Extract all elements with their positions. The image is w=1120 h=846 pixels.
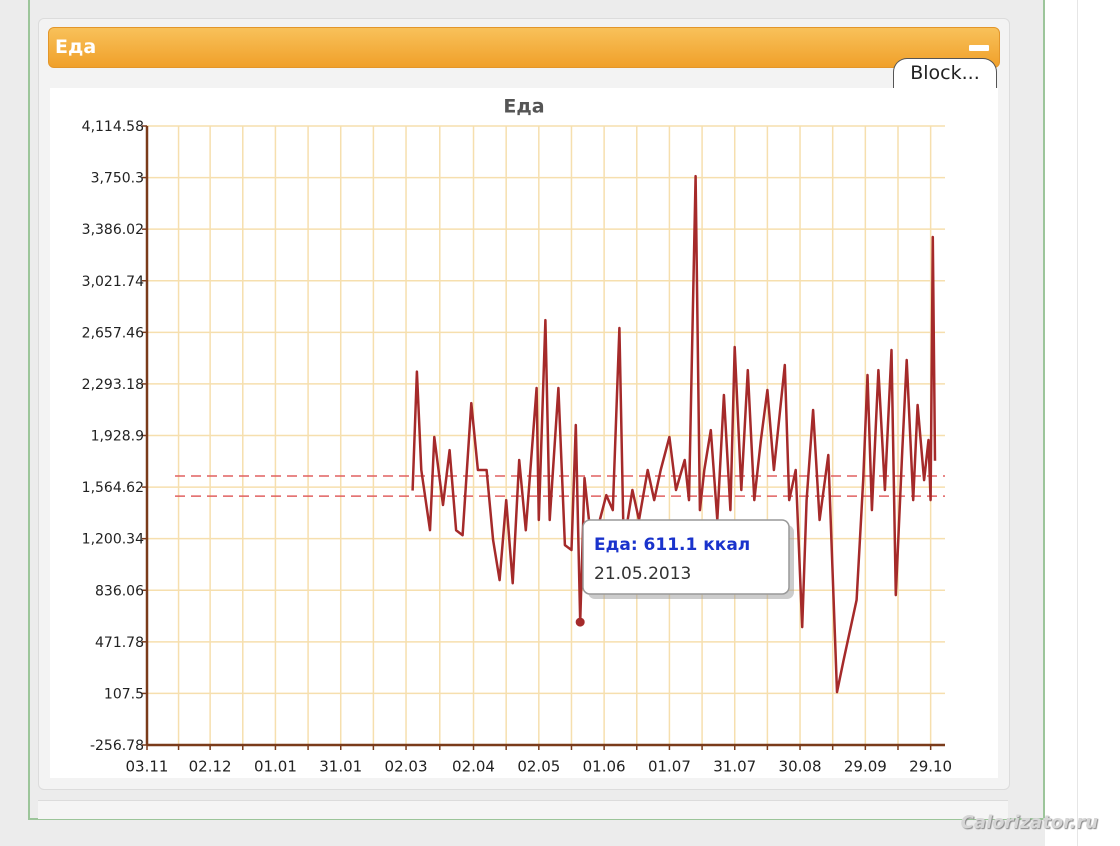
line-series <box>411 174 937 694</box>
y-tick-label: 1,564.62 <box>82 480 144 496</box>
divider <box>1077 0 1078 846</box>
x-tick-label: 02.12 <box>189 758 232 776</box>
tooltip-value: 611.1 <box>644 535 698 555</box>
x-tick-label: 02.05 <box>517 758 560 776</box>
border <box>1043 0 1045 820</box>
tooltip-box <box>582 519 790 595</box>
border <box>28 0 30 820</box>
widget-header: Еда <box>48 27 1000 68</box>
collapse-button[interactable] <box>969 45 989 51</box>
tooltip-date: 21.05.2013 <box>594 564 691 584</box>
y-tick-label: 471.78 <box>95 635 144 651</box>
widget-title: Еда <box>55 36 97 58</box>
x-tick-label: 02.03 <box>385 758 428 776</box>
tooltip-label: Еда: <box>594 535 638 555</box>
tooltip-unit: ккал <box>703 535 750 555</box>
highlight-point <box>575 617 585 627</box>
x-tick-label: 29.10 <box>909 758 952 776</box>
y-tick-label: 3,021.74 <box>82 274 144 290</box>
x-tick-label: 29.09 <box>844 758 887 776</box>
next-widget <box>38 800 1008 819</box>
y-tick-label: 836.06 <box>95 583 144 599</box>
x-tick-label: 31.07 <box>713 758 756 776</box>
x-tick-label: 31.01 <box>319 758 362 776</box>
block-tab[interactable]: Block... <box>893 58 997 88</box>
y-tick-label: 1,928.9 <box>91 429 144 445</box>
y-tick-label: 2,657.46 <box>82 325 144 341</box>
x-tick-label: 02.04 <box>452 758 495 776</box>
border <box>28 818 1045 820</box>
tooltip: Еда: 611.1 ккал 21.05.2013 <box>582 519 794 599</box>
y-tick-label: 107.5 <box>104 686 144 702</box>
x-tick-label: 01.01 <box>254 758 297 776</box>
y-tick-label: 4,114.58 <box>82 119 144 135</box>
y-tick-label: 2,293.18 <box>82 377 144 393</box>
x-tick-label: 03.11 <box>126 758 169 776</box>
tooltip-title: Еда: 611.1 ккал <box>594 535 750 555</box>
x-tick-label: 01.07 <box>648 758 691 776</box>
y-tick-label: -256.78 <box>90 738 144 754</box>
x-tick-label: 01.06 <box>583 758 626 776</box>
y-tick-label: 3,750.3 <box>91 171 144 187</box>
y-tick-label: 3,386.02 <box>82 222 144 238</box>
chart-background <box>50 88 998 778</box>
chart-title: Еда <box>503 96 544 118</box>
x-tick-label: 30.08 <box>779 758 822 776</box>
y-tick-label: 1,200.34 <box>82 532 144 548</box>
watermark: Calorizator.ru <box>960 812 1098 833</box>
